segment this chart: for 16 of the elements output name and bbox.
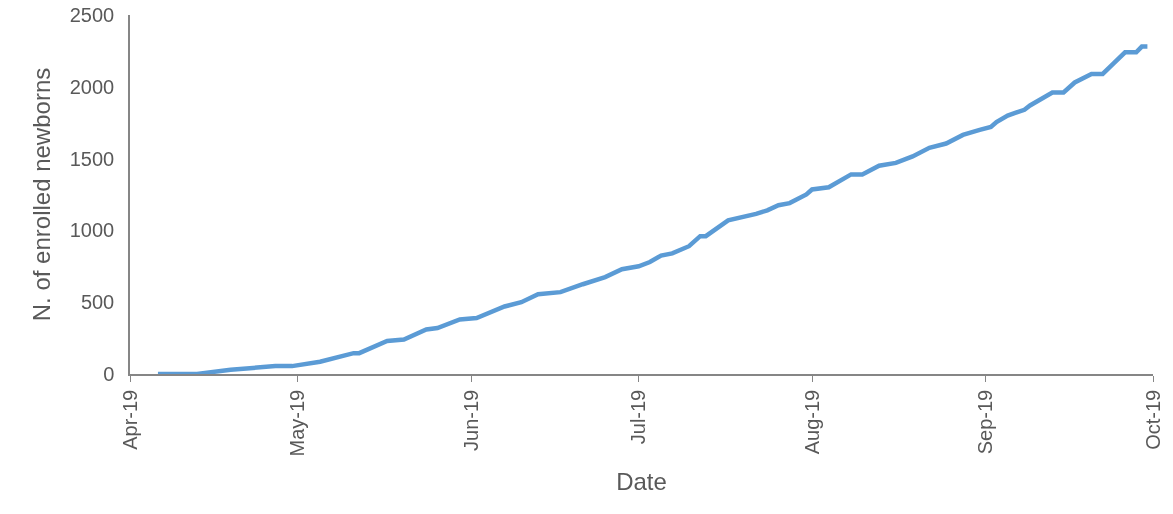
x-axis-title: Date bbox=[616, 468, 667, 496]
x-tick-label: May-19 bbox=[286, 389, 309, 457]
y-tick-label: 500 bbox=[80, 291, 115, 314]
x-tick-label: Aug-19 bbox=[800, 389, 823, 455]
y-tick-label: 2000 bbox=[69, 75, 115, 98]
x-tick-label: Oct-19 bbox=[1141, 389, 1164, 450]
y-tick-label: 1000 bbox=[69, 219, 115, 242]
line-series bbox=[155, 44, 1150, 374]
x-tick-label: Apr-19 bbox=[118, 389, 141, 450]
y-axis-title: N. of enrolled newborns bbox=[28, 67, 56, 322]
x-tick-label: Jul-19 bbox=[627, 389, 650, 445]
x-tick-label: Sep-19 bbox=[973, 389, 996, 455]
y-tick-label: 0 bbox=[103, 363, 115, 385]
x-tick-label: Jun-19 bbox=[459, 389, 482, 451]
y-tick-label: 2500 bbox=[69, 4, 115, 26]
y-tick-label: 1500 bbox=[69, 147, 115, 170]
